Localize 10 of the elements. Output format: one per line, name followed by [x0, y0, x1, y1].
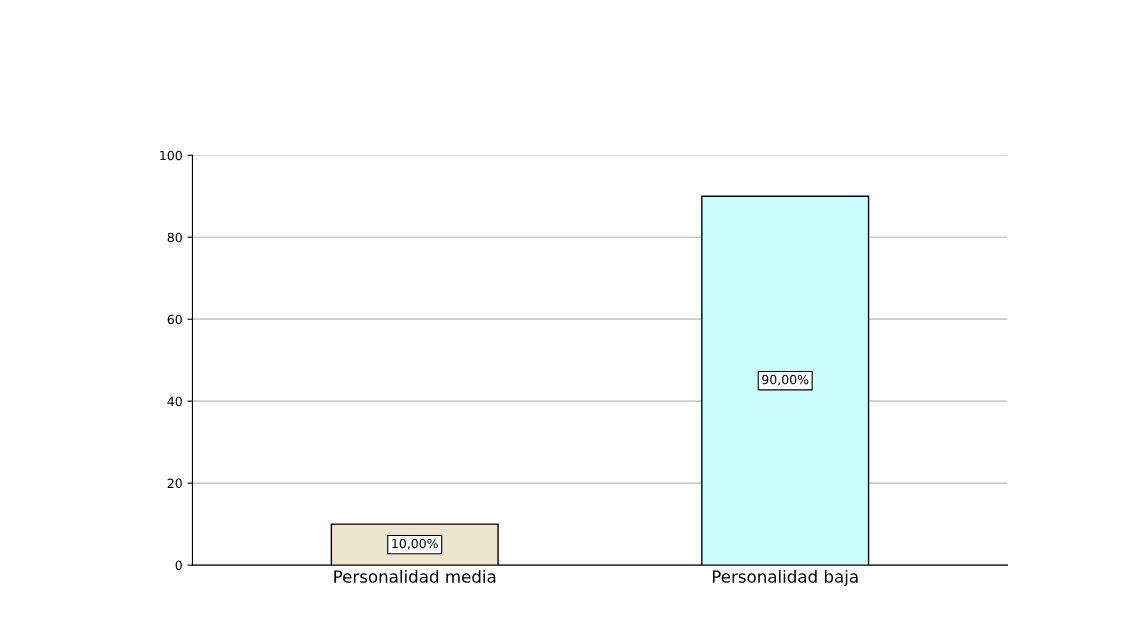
y-tick-label: 0 — [175, 560, 182, 571]
y-tick-label: 60 — [167, 314, 182, 325]
y-tick-label: 20 — [167, 478, 182, 489]
y-tick-label: 40 — [167, 396, 182, 407]
data-label: 10,00% — [392, 538, 438, 550]
x-tick-label: Personalidad media — [334, 569, 496, 583]
y-tick-label: 80 — [167, 232, 182, 243]
data-label: 90,00% — [762, 374, 809, 386]
y-tick-label: 100 — [160, 150, 182, 161]
x-tick-label: Personalidad baja — [712, 569, 858, 587]
